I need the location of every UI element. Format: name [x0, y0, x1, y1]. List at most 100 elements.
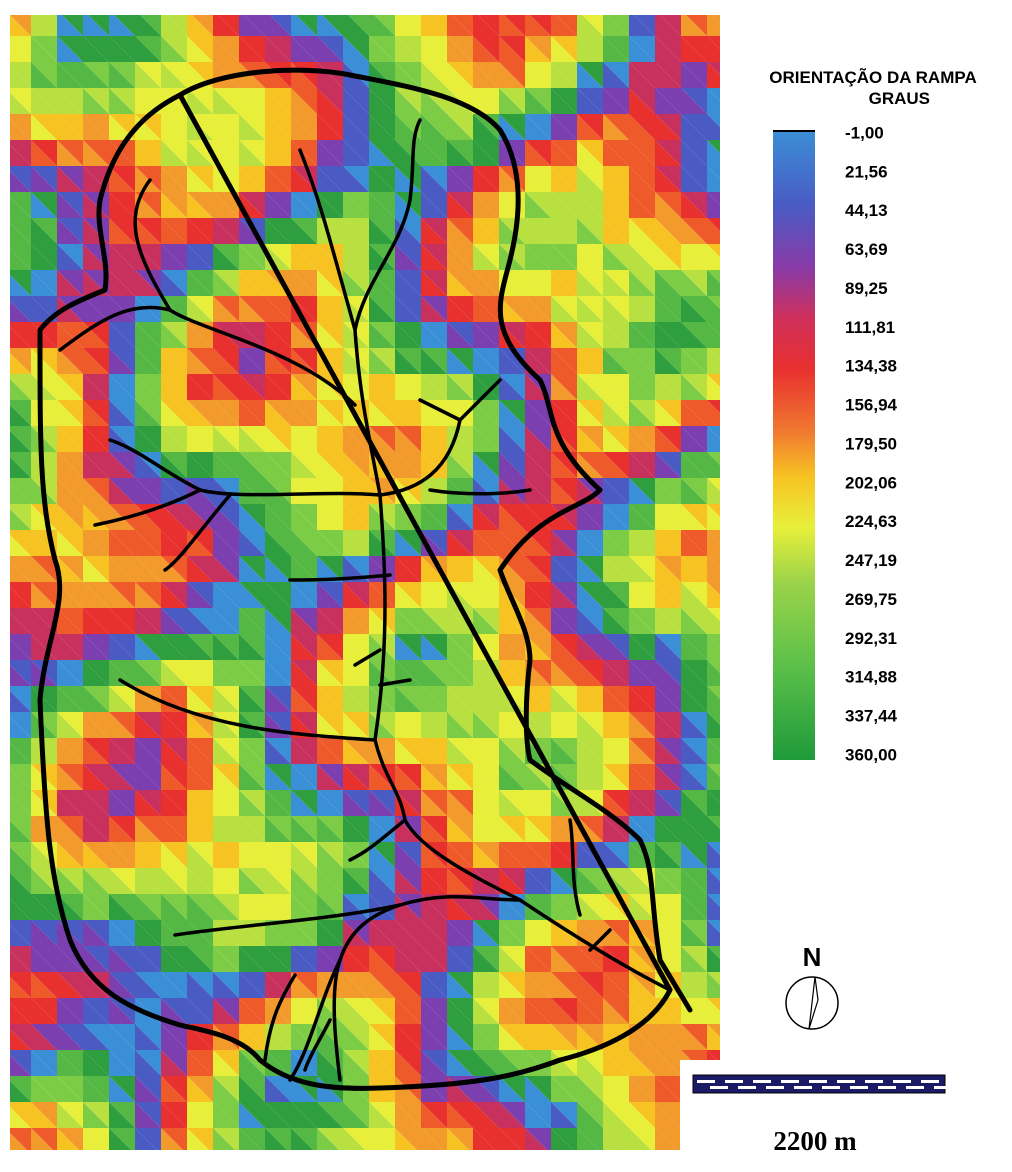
legend-title: ORIENTAÇÃO DA RAMPA	[769, 67, 976, 87]
terrain-cell	[57, 1154, 84, 1172]
terrain-cell	[83, 1154, 110, 1172]
page: ORIENTAÇÃO DA RAMPA GRAUS -1,0021,5644,1…	[0, 0, 1012, 1172]
legend-label: 44,13	[845, 201, 888, 220]
terrain-cell	[317, 1154, 344, 1172]
terrain-cell	[707, 920, 734, 947]
north-arrow	[786, 977, 838, 1029]
terrain-cell	[473, 1154, 500, 1172]
terrain-cell	[707, 1128, 734, 1155]
scale-segment	[837, 1080, 855, 1083]
terrain-cell	[109, 1154, 136, 1172]
terrain-cell	[603, 1154, 630, 1172]
terrain-cell	[239, 1154, 266, 1172]
terrain-cell	[291, 1154, 318, 1172]
terrain-cell	[707, 322, 734, 349]
terrain-cell	[707, 1154, 734, 1172]
legend-label: 63,69	[845, 240, 888, 259]
terrain-cell	[707, 426, 734, 453]
legend-label: 89,25	[845, 279, 888, 298]
terrain-cell	[57, 1154, 84, 1172]
terrain-cell	[473, 1154, 500, 1172]
terrain-cell	[395, 1154, 422, 1172]
legend-label: 202,06	[845, 473, 897, 492]
terrain-cell	[707, 660, 734, 687]
terrain-cell	[421, 1154, 448, 1172]
terrain-cell	[5, 1154, 32, 1172]
terrain-cell	[707, 1024, 734, 1051]
terrain-cell	[707, 270, 734, 297]
terrain-cell	[213, 1154, 240, 1172]
terrain-cell	[31, 1154, 58, 1172]
terrain-cell	[707, 1154, 734, 1172]
terrain-cell	[603, 1154, 630, 1172]
scale-segment	[921, 1080, 939, 1083]
terrain-cell	[681, 1154, 708, 1172]
legend-label: 224,63	[845, 512, 897, 531]
legend-label: 337,44	[845, 707, 898, 726]
legend-label: 179,50	[845, 434, 897, 453]
terrain-cell	[707, 946, 734, 973]
terrain-cell	[707, 894, 734, 921]
legend-subtitle: GRAUS	[869, 89, 930, 108]
terrain-cell	[655, 1154, 682, 1172]
terrain-cell	[525, 1154, 552, 1172]
legend-label: 269,75	[845, 590, 897, 609]
terrain-cell	[343, 1154, 370, 1172]
terrain-cell	[629, 1154, 656, 1172]
legend-label: 156,94	[845, 396, 898, 415]
terrain-cell	[369, 1154, 396, 1172]
legend-colorbar	[773, 130, 815, 760]
terrain-cell	[447, 1154, 474, 1172]
terrain-cell	[239, 1154, 266, 1172]
terrain-cell	[707, 348, 734, 375]
terrain-cell	[707, 608, 734, 635]
terrain-cell	[187, 1154, 214, 1172]
terrain-cell	[681, 1128, 708, 1155]
scale-segment	[738, 1086, 756, 1089]
terrain-cell	[83, 1154, 110, 1172]
terrain-cell	[551, 1154, 578, 1172]
terrain-cell	[343, 1154, 370, 1172]
terrain-cell	[161, 1154, 188, 1172]
terrain-cell	[369, 1154, 396, 1172]
terrain-cell	[5, 1154, 32, 1172]
scale-segment	[878, 1086, 896, 1089]
terrain-cell	[681, 1154, 708, 1172]
terrain-cell	[707, 842, 734, 869]
terrain-cell	[187, 1154, 214, 1172]
terrain-cell	[213, 1154, 240, 1172]
map-figure: ORIENTAÇÃO DA RAMPA GRAUS -1,0021,5644,1…	[0, 0, 1012, 1172]
legend-label: 314,88	[845, 668, 897, 687]
terrain-cell	[161, 1154, 188, 1172]
terrain-cell	[265, 1154, 292, 1172]
terrain-cell	[707, 738, 734, 765]
terrain-cell	[291, 1154, 318, 1172]
scale-segment	[850, 1086, 868, 1089]
north-label: N	[803, 942, 822, 972]
terrain-cell	[577, 1154, 604, 1172]
terrain-cell	[421, 1154, 448, 1172]
terrain-cell	[447, 1154, 474, 1172]
scale-segment	[822, 1086, 840, 1089]
terrain-cell	[681, 1128, 708, 1155]
terrain-cell	[707, 1102, 734, 1129]
terrain-cell	[707, 790, 734, 817]
terrain-cell	[499, 1154, 526, 1172]
terrain-cell	[707, 504, 734, 531]
scale-segment	[893, 1080, 911, 1083]
legend-labels: -1,0021,5644,1363,6989,25111,81134,38156…	[845, 123, 898, 764]
terrain-cell	[707, 244, 734, 271]
terrain-cell	[707, 634, 734, 661]
scale-segment	[934, 1086, 952, 1089]
scale-segment	[865, 1080, 883, 1083]
scale-segment	[710, 1086, 728, 1089]
scale-segment	[697, 1080, 715, 1083]
terrain-cell	[707, 114, 734, 141]
terrain-cell	[135, 1154, 162, 1172]
terrain-cell	[265, 1154, 292, 1172]
legend-label: 134,38	[845, 357, 897, 376]
terrain-cell	[707, 296, 734, 323]
terrain-cell	[707, 62, 734, 89]
terrain-cell	[135, 1154, 162, 1172]
scale-bar	[693, 1075, 952, 1093]
